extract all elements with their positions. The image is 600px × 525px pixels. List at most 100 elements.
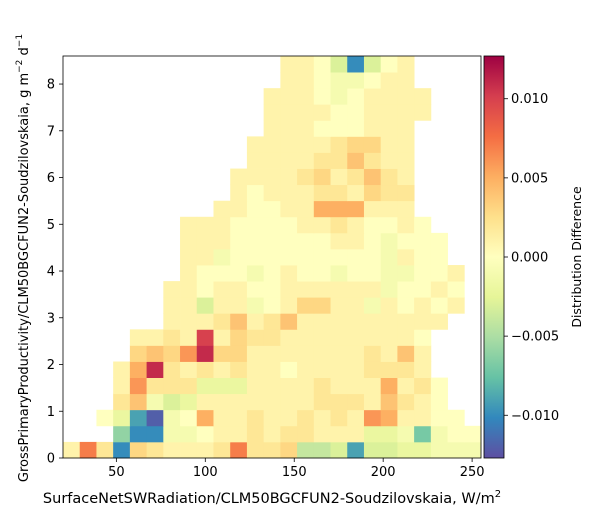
heatmap-cell [347,88,365,105]
heatmap-cell [213,248,231,266]
heatmap-cell [313,72,331,89]
heatmap-cell [380,248,398,266]
heatmap-cell [263,120,281,137]
heatmap-cell [263,297,281,314]
heatmap-cell [230,184,248,202]
heatmap-cell [196,248,214,266]
heatmap-cell [180,297,198,314]
heatmap-cell [280,88,298,105]
heatmap-cell [330,265,348,282]
heatmap-cell [213,216,231,234]
heatmap-cell [363,361,382,378]
heatmap-cell [230,441,248,459]
heatmap-cell [363,313,382,330]
heatmap-cell [363,425,382,443]
heatmap-cell [163,313,181,330]
heatmap-cell [297,425,315,443]
heatmap-cell [280,232,298,250]
x-tick-label: 50 [108,465,125,480]
heatmap-cell [430,393,448,411]
heatmap-cell [180,345,198,362]
heatmap-cell [347,232,365,250]
heatmap-cell [380,441,398,459]
y-axis-label-superscript-2: −1 [15,34,25,47]
heatmap-cell [297,297,315,314]
heatmap-cell [163,377,181,395]
heatmap-cell [297,377,315,395]
heatmap-cell [380,265,398,282]
heatmap-cell [414,393,432,411]
heatmap-cell [330,441,348,459]
x-tick-label: 100 [193,465,218,480]
heatmap-cell [230,361,248,378]
heatmap-cell [330,104,348,121]
heatmap-cell [330,393,348,411]
heatmap-cell [230,297,248,314]
heatmap-cell [146,345,164,362]
heatmap-cell [347,136,365,153]
heatmap-cell [263,88,281,105]
heatmap-cell [397,200,415,218]
heatmap-cell [363,232,382,250]
heatmap-cell [347,377,365,395]
heatmap-cell [330,184,348,202]
heatmap-cell [113,361,131,378]
heatmap-cell [146,377,164,395]
heatmap-cell [430,313,448,330]
colorbar-tick-label: 0.000 [511,251,548,266]
heatmap-cell [330,425,348,443]
heatmap-cell [129,425,147,443]
heatmap-cell [230,393,248,411]
heatmap-cell [313,120,331,137]
heatmap-cell [246,329,265,346]
heatmap-cell [280,313,298,330]
heatmap-cell [280,56,298,73]
heatmap-cell [380,120,398,137]
heatmap-cell [263,377,281,395]
heatmap-cell [363,168,382,186]
heatmap-cell [230,409,248,427]
heatmap-cell [113,409,131,427]
heatmap-cell [280,248,298,266]
heatmap-cell [280,425,298,443]
heatmap-cell [363,281,382,298]
heatmap-cell [230,425,248,443]
heatmap-cell [363,265,382,282]
heatmap-cell [414,377,432,395]
heatmap-cell [414,104,432,121]
heatmap-cell [330,297,348,314]
heatmap-cell [347,200,365,218]
heatmap-cell [163,329,181,346]
heatmap-cell [180,248,198,266]
heatmap-cell [246,248,265,266]
colorbar-tick-label: −0.005 [511,330,559,345]
y-tick-label: 4 [47,265,55,280]
heatmap-cell [363,200,382,218]
heatmap-cell [213,232,231,250]
heatmap-cell [347,329,365,346]
heatmap-cell [414,441,432,459]
heatmap-cell [380,281,398,298]
heatmap-cell [196,377,214,395]
heatmap-cell [414,281,432,298]
heatmap-cell [397,265,415,282]
heatmap-cell [347,281,365,298]
heatmap-cell [447,425,465,443]
heatmap-cell [163,441,181,459]
heatmap-cell [414,297,432,314]
heatmap-cell [363,377,382,395]
heatmap-cell [414,313,432,330]
heatmap-cell [380,56,398,73]
heatmap-cell [330,56,348,73]
heatmap-cell [196,329,214,346]
y-tick-label: 3 [47,311,55,326]
heatmap-cell [263,441,281,459]
heatmap-cell [297,409,315,427]
heatmap-cell [397,120,415,137]
heatmap-cell [397,393,415,411]
heatmap-cell [380,168,398,186]
heatmap-cell [129,329,147,346]
heatmap-cell [430,232,448,250]
heatmap-cell [280,281,298,298]
heatmap-cell [330,313,348,330]
